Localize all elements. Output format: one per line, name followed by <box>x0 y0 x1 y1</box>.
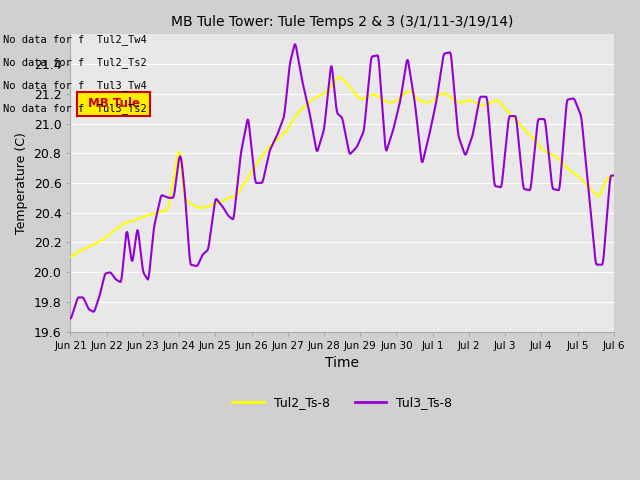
Legend: Tul2_Ts-8, Tul3_Ts-8: Tul2_Ts-8, Tul3_Ts-8 <box>227 392 457 415</box>
Y-axis label: Temperature (C): Temperature (C) <box>15 132 28 234</box>
Title: MB Tule Tower: Tule Temps 2 & 3 (3/1/11-3/19/14): MB Tule Tower: Tule Temps 2 & 3 (3/1/11-… <box>171 15 513 29</box>
Text: No data for f  Tul2_Ts2: No data for f Tul2_Ts2 <box>3 58 147 68</box>
Text: No data for f  Tul3_Ts2: No data for f Tul3_Ts2 <box>3 104 147 114</box>
Text: No data for f  Tul3_Tw4: No data for f Tul3_Tw4 <box>3 81 147 91</box>
X-axis label: Time: Time <box>325 356 359 370</box>
Text: No data for f  Tul2_Tw4: No data for f Tul2_Tw4 <box>3 35 147 45</box>
Text: MB Tule: MB Tule <box>88 97 140 110</box>
